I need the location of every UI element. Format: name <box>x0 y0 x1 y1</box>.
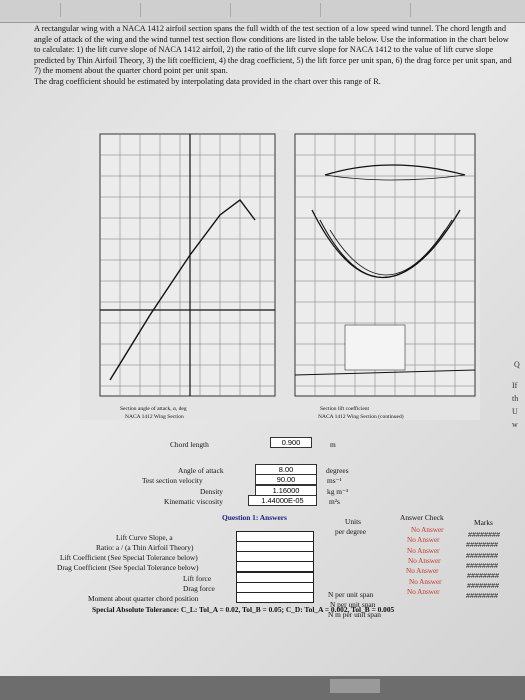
answer-check-header: Answer Check <box>400 513 444 522</box>
answer-check: No Answer <box>407 588 440 596</box>
answer-row-unit: N per unit span <box>330 600 376 609</box>
viscosity-unit: m²s <box>329 497 340 506</box>
answer-row-unit: N m per unit span <box>328 610 381 619</box>
density-unit: kg m⁻³ <box>327 487 349 496</box>
marks-cell: ######## <box>467 581 499 590</box>
answer-row-unit: per degree <box>335 527 366 536</box>
marks-cell: ######## <box>467 571 499 580</box>
viscosity-value[interactable]: 1.44000E-05 <box>248 495 317 506</box>
answer-input-drag-coefficient[interactable] <box>236 561 314 572</box>
column-header[interactable] <box>140 3 231 17</box>
column-header[interactable] <box>230 3 321 17</box>
answer-row-label: Lift force <box>183 574 212 583</box>
answer-row-label: Moment about quarter chord position <box>88 594 199 603</box>
marks-cell: ######## <box>466 591 498 600</box>
velocity-label: Test section velocity <box>142 476 203 485</box>
answer-row-label: Lift Curve Slope, a <box>116 533 173 542</box>
density-label: Density <box>200 487 223 496</box>
column-header[interactable] <box>320 3 411 17</box>
sheet-tab-bar <box>0 676 525 700</box>
chord-unit: m <box>330 440 336 449</box>
angle-unit: degrees <box>326 466 349 475</box>
answers-header: Question 1: Answers <box>222 513 287 522</box>
answer-check: No Answer <box>407 547 440 555</box>
special-tolerance: Special Absolute Tolerance: C_L: Tol_A =… <box>92 605 395 614</box>
units-header: Units <box>345 517 362 526</box>
marks-cell: ######## <box>466 561 498 570</box>
left-chart-sub: NACA 1412 Wing Section <box>125 414 184 420</box>
problem-note: The drag coefficient should be estimated… <box>34 76 381 86</box>
chord-label: Chord length <box>170 440 209 449</box>
velocity-value[interactable]: 90.00 <box>255 474 317 485</box>
problem-statement: A rectangular wing with a NACA 1412 airf… <box>34 24 514 88</box>
marks-cell: ######## <box>466 540 498 549</box>
answer-check: No Answer <box>408 557 441 565</box>
problem-paragraph: A rectangular wing with a NACA 1412 airf… <box>34 24 512 76</box>
velocity-unit: ms⁻¹ <box>327 476 342 485</box>
right-chart-caption: Section lift coefficient <box>320 406 370 412</box>
answer-check: No Answer <box>407 536 440 544</box>
answer-check: No Answer <box>411 526 444 534</box>
airfoil-chart-image <box>80 130 480 420</box>
column-header[interactable] <box>60 3 141 17</box>
column-header-bar <box>0 0 525 23</box>
right-chart-sub: NACA 1412 Wing Section (continued) <box>318 414 404 420</box>
answer-row-unit: N per unit span <box>328 590 374 599</box>
viscosity-label: Kinematic viscosity <box>164 497 223 506</box>
edge-text: If <box>512 381 518 390</box>
answer-row-label: Lift Coefficient (See Special Tolerance … <box>60 553 198 562</box>
sheet-tab[interactable] <box>330 679 380 693</box>
answer-check: No Answer <box>406 567 439 575</box>
offscreen-column-text: Q If th U w <box>500 360 525 433</box>
edge-text: U <box>512 407 518 416</box>
marks-cell: ######## <box>466 551 498 560</box>
answer-row-label: Ratio: a / (a Thin Airfoil Theory) <box>96 543 194 552</box>
marks-header: Marks <box>474 518 493 527</box>
answer-check: No Answer <box>409 578 442 586</box>
edge-text: th <box>512 394 519 403</box>
marks-cell: ######## <box>468 530 500 539</box>
edge-text: Q <box>514 360 520 369</box>
chord-value[interactable]: 0.900 <box>270 437 312 448</box>
left-chart-caption: Section angle of attack, α, deg <box>120 406 187 412</box>
column-header[interactable] <box>410 3 501 17</box>
edge-text: w <box>512 420 518 429</box>
answer-row-label: Drag Coefficient (See Special Tolerance … <box>57 563 199 572</box>
answer-input-moment[interactable] <box>236 592 314 603</box>
answer-row-label: Drag force <box>183 584 215 593</box>
angle-label: Angle of attack <box>178 466 224 475</box>
